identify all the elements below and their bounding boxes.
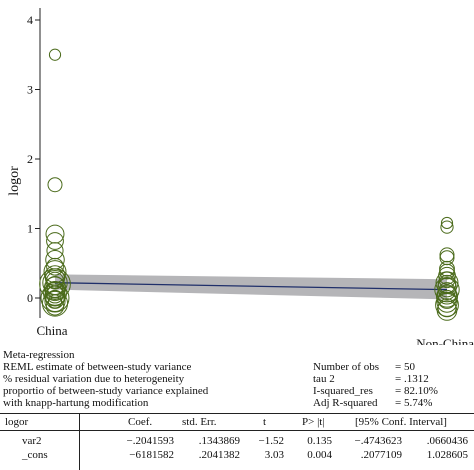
data-point	[439, 250, 455, 266]
row-se: .2041382	[198, 449, 240, 461]
row-ci-high: .0660436	[426, 435, 468, 447]
row-se: .1343869	[198, 435, 240, 447]
data-point	[48, 48, 62, 61]
row-ci-high: 1.028605	[426, 449, 468, 461]
data-point	[44, 281, 66, 302]
stat-value-nobs: = 50	[395, 361, 415, 373]
data-point	[440, 220, 454, 234]
data-point	[436, 284, 458, 305]
table-header-var: logor	[5, 416, 29, 428]
data-point	[46, 232, 64, 250]
data-point	[41, 290, 69, 317]
confidence-band	[55, 274, 447, 300]
row-var: var2	[22, 435, 42, 447]
table-top-rule	[0, 413, 474, 414]
row-coef: −.2041593	[126, 435, 174, 447]
row-t: 3.03	[264, 449, 284, 461]
y-tick-label: 0	[27, 291, 33, 305]
y-tick-label: 2	[27, 152, 33, 166]
data-point	[440, 216, 454, 230]
bubble-markers	[39, 48, 460, 321]
y-tick-label: 1	[27, 222, 33, 236]
data-point	[434, 276, 460, 303]
data-point	[47, 294, 63, 309]
table-header-ci: [95% Conf. Interval]	[355, 416, 447, 428]
meta-regression-bubble-plot: 0 1 2 3 4 logor China Non-China	[7, 8, 474, 345]
confidence-band-layer	[54, 274, 448, 300]
stats-line-proportion: proportio of between-study variance expl…	[3, 385, 209, 397]
data-point	[437, 277, 457, 298]
stats-heading: Meta-regression	[3, 349, 75, 361]
y-axis-label: logor	[7, 166, 22, 196]
row-ci-low: −.4743623	[354, 435, 402, 447]
data-point	[39, 268, 71, 300]
row-ci-low: .2077109	[360, 449, 402, 461]
fitted-line	[54, 282, 448, 291]
axes: 0 1 2 3 4 logor China Non-China	[7, 8, 474, 345]
table-header-se: std. Err.	[182, 416, 217, 428]
data-point	[439, 260, 455, 277]
stat-label-adjr2: Adj R-squared	[313, 397, 378, 409]
data-point	[436, 291, 458, 313]
table-column-divider	[79, 413, 80, 470]
table-header-p: P> |t|	[302, 416, 325, 428]
data-point	[439, 247, 455, 263]
stat-value-isq: = 82.10%	[395, 385, 438, 397]
stats-line-knapp: with knapp-hartung modification	[3, 397, 149, 409]
row-p: 0.135	[307, 435, 332, 447]
stat-label-nobs: Number of obs	[313, 361, 379, 373]
row-var: _cons	[22, 449, 48, 461]
y-tick-label: 3	[27, 83, 33, 97]
data-point	[47, 177, 63, 193]
row-t: −1.52	[258, 435, 284, 447]
stat-label-isq: I-squared_res	[313, 385, 373, 397]
data-point	[436, 300, 458, 321]
stats-line-reml: REML estimate of between-study variance	[3, 361, 192, 373]
table-header-t: t	[263, 416, 267, 428]
data-point	[45, 250, 65, 270]
table-header-coef: Coef.	[128, 416, 153, 428]
x-category-label-non-china: Non-China	[416, 336, 474, 345]
stat-value-adjr2: = 5.74%	[395, 397, 433, 409]
data-point	[435, 271, 459, 295]
y-tick-label: 4	[27, 13, 33, 27]
stat-label-tau2: tau 2	[313, 373, 335, 385]
row-p: 0.004	[307, 449, 332, 461]
row-coef: −6181582	[129, 449, 174, 461]
data-point	[46, 257, 64, 276]
stats-line-residual: % residual variation due to heterogeneit…	[3, 373, 185, 385]
x-category-label-china: China	[36, 323, 67, 338]
stat-value-tau2: = .1312	[395, 373, 429, 385]
data-point	[45, 224, 65, 244]
table-header-rule	[0, 430, 474, 431]
data-point	[45, 297, 65, 316]
data-point	[437, 289, 457, 309]
